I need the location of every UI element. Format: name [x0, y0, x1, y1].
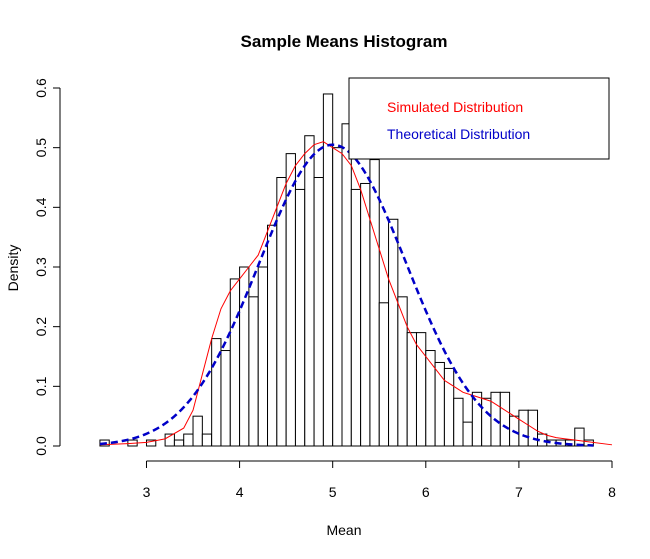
- histogram-bar: [145, 439, 157, 447]
- histogram-bar: [341, 123, 352, 447]
- x-tick-label: 7: [515, 484, 523, 500]
- histogram-bar: [173, 439, 185, 447]
- simulated-density-curve: [99, 141, 613, 446]
- y-tick-label: 0.1: [33, 376, 49, 396]
- histogram-bar: [518, 409, 529, 447]
- y-tick-label: 0.5: [33, 138, 49, 158]
- histogram-bar: [443, 367, 455, 447]
- histogram-bar: [462, 421, 473, 447]
- histogram-bar: [471, 391, 483, 447]
- histogram-bar: [267, 224, 278, 447]
- y-tick-label: 0.3: [33, 257, 49, 277]
- y-tick-label: 0.2: [33, 317, 49, 337]
- y-tick-label: 0.6: [33, 78, 49, 98]
- histogram-bar: [332, 147, 343, 447]
- y-axis-label: Density: [5, 245, 21, 292]
- histogram-bar: [369, 159, 380, 447]
- histogram-bar: [350, 188, 362, 447]
- y-tick-label: 0.4: [33, 197, 49, 217]
- histogram-bar: [481, 397, 492, 447]
- histogram-bar: [220, 350, 231, 447]
- histogram-bar: [378, 302, 390, 447]
- x-tick-label: 5: [329, 484, 337, 500]
- x-axis-ticks: 3 4 5 6 7 8: [143, 461, 616, 500]
- histogram-bar: [574, 427, 585, 447]
- histogram-bar: [313, 177, 324, 447]
- histogram-bar: [425, 350, 436, 447]
- legend-entry-simulated: Simulated Distribution: [387, 99, 523, 115]
- legend-box: [348, 77, 610, 160]
- histogram-bar: [388, 218, 399, 447]
- x-tick-label: 8: [608, 484, 616, 500]
- legend-entry-theoretical: Theoretical Distribution: [387, 126, 530, 142]
- histogram-bar: [229, 278, 241, 447]
- histogram-bar: [453, 397, 464, 447]
- histogram-bar: [248, 296, 259, 447]
- x-tick-label: 4: [236, 484, 244, 500]
- histogram-bar: [257, 266, 269, 447]
- chart-title: Sample Means Histogram: [241, 32, 448, 51]
- histogram-bar: [360, 182, 371, 447]
- histogram-bar: [397, 296, 408, 447]
- histogram-bar: [304, 135, 315, 447]
- histogram-bar: [201, 433, 213, 447]
- histogram-bar: [285, 153, 296, 447]
- x-axis-label: Mean: [326, 522, 361, 538]
- histogram-bar: [499, 391, 511, 447]
- legend: Simulated Distribution Theoretical Distr…: [348, 77, 610, 160]
- x-tick-label: 6: [422, 484, 430, 500]
- histogram-bar: [294, 188, 306, 447]
- histogram-bar: [406, 332, 417, 447]
- theoretical-density-curve: [99, 143, 594, 447]
- histogram-bar: [415, 332, 427, 447]
- histogram-bar: [192, 415, 203, 447]
- x-tick-label: 3: [143, 484, 151, 500]
- histogram-bar: [183, 433, 194, 447]
- y-axis-ticks: 0.0 0.1 0.2 0.3 0.4 0.5 0.6: [33, 78, 60, 456]
- histogram-bar: [276, 177, 287, 447]
- y-tick-label: 0.0: [33, 436, 49, 456]
